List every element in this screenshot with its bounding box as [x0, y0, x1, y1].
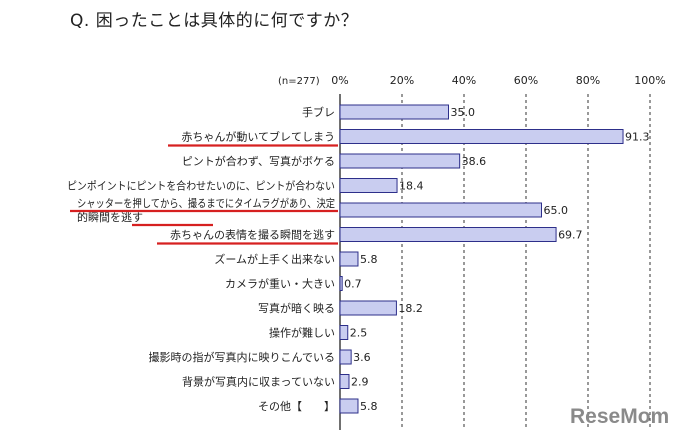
- category-label: ピンポイントにピントを合わせたいのに、ピントが合わない: [67, 179, 335, 193]
- value-label: 3.6: [353, 351, 371, 364]
- category-label: 赤ちゃんが動いてブレてしまう: [181, 130, 335, 144]
- bars: [339, 104, 624, 414]
- value-labels: 35.0 91.3 38.6 18.4 65.0 69.7 5.8 0.7 18.2 2.5 3.6…: [344, 106, 649, 413]
- value-label: 2.9: [351, 376, 369, 389]
- x-tick-labels: 0% 20% 40% 60% 80% 100%: [331, 74, 665, 87]
- category-label: 手ブレ: [302, 105, 335, 119]
- value-label: 35.0: [451, 106, 476, 119]
- bar: [339, 251, 359, 267]
- bar: [339, 300, 397, 316]
- bar: [339, 325, 349, 340]
- value-label: 18.4: [399, 180, 424, 193]
- resemom-logo: ReseMom: [570, 405, 669, 428]
- bar: [339, 153, 461, 169]
- category-labels: 手ブレ赤ちゃんが動いてブレてしまうピントが合わず、写真がボケるピンポイントにピン…: [67, 105, 335, 413]
- bar: [339, 349, 352, 365]
- bar: [339, 398, 359, 414]
- bar: [339, 129, 624, 144]
- chart-title: Q. 困ったことは具体的に何ですか？: [70, 11, 359, 31]
- bar: [339, 276, 343, 291]
- bar: [339, 104, 449, 120]
- bar: [339, 227, 557, 242]
- category-label-continued: 的瞬間を逃す: [77, 210, 143, 224]
- value-label: 69.7: [558, 229, 583, 242]
- value-label: 18.2: [398, 302, 423, 315]
- category-label: ピントが合わず、写真がボケる: [182, 154, 335, 168]
- highlight-underlines: [70, 144, 338, 245]
- x-tick-label: 0%: [331, 74, 348, 87]
- sample-size-note: (n=277): [278, 76, 320, 87]
- category-label: 撮影時の指が写真内に映りこんでいる: [149, 350, 335, 364]
- category-label: その他【 】: [258, 400, 335, 413]
- value-label: 2.5: [350, 327, 368, 340]
- category-label: ズームが上手く出来ない: [214, 252, 335, 266]
- category-label: 赤ちゃんの表情を撮る瞬間を逃す: [170, 228, 335, 242]
- category-label: カメラが重い・大きい: [225, 277, 335, 291]
- x-tick-label: 60%: [514, 74, 538, 87]
- value-label: 5.8: [360, 253, 378, 266]
- category-label: シャッターを押してから、撮るまでにタイムラグがあり、決定: [77, 196, 335, 210]
- x-tick-label: 100%: [634, 74, 665, 87]
- value-label: 65.0: [544, 204, 569, 217]
- bar: [339, 178, 398, 193]
- category-label: 写真が暗く映る: [258, 301, 335, 315]
- category-label: 操作が難しい: [269, 326, 335, 340]
- x-tick-label: 80%: [576, 74, 600, 87]
- value-label: 91.3: [625, 131, 650, 144]
- bar: [339, 202, 542, 218]
- grid-lines: [339, 94, 651, 430]
- bar: [339, 374, 350, 389]
- x-tick-label: 40%: [452, 74, 476, 87]
- value-label: 38.6: [462, 155, 487, 168]
- category-label: 背景が写真内に収まっていない: [182, 375, 335, 389]
- value-label: 0.7: [344, 278, 362, 291]
- value-label: 5.8: [360, 400, 378, 413]
- x-tick-label: 20%: [390, 74, 414, 87]
- logo-text: ReseMom: [570, 405, 669, 428]
